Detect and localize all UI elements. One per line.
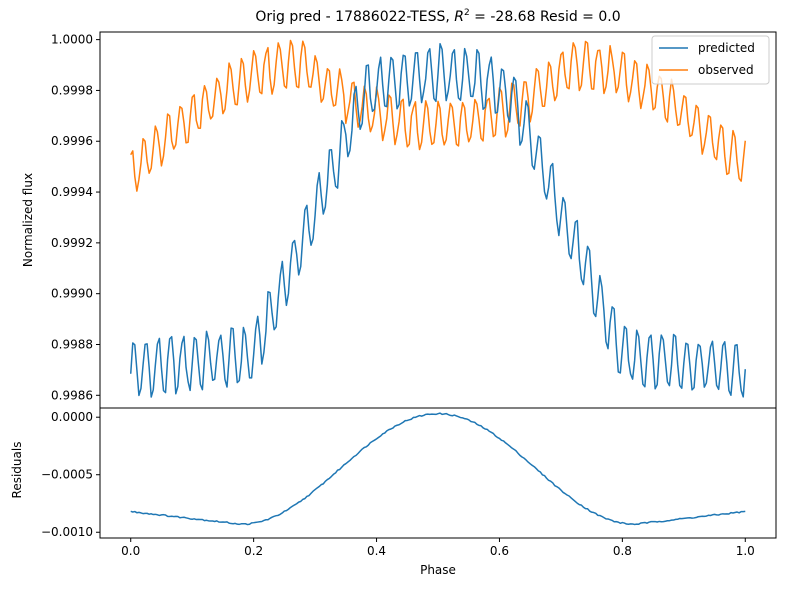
top-axes-frame: [99, 31, 777, 409]
series-residuals-line: [130, 412, 746, 526]
top-ytick-label: 1.0000: [51, 33, 93, 47]
top-series-group: [129, 39, 747, 398]
bottom-ylabel: Residuals: [10, 442, 24, 499]
series-predicted-line: [129, 43, 747, 398]
top-ytick-label: 0.9988: [51, 337, 93, 351]
title-prefix: Orig pred - 17886022-TESS,: [255, 9, 454, 25]
title-r2-sup: 2: [464, 8, 470, 18]
chart-title: Orig pred - 17886022-TESS, R2 = -28.68 R…: [255, 8, 620, 25]
bottom-series-group: [130, 412, 746, 526]
legend-label-predicted: predicted: [698, 41, 755, 55]
top-ytick-label: 0.9992: [51, 236, 93, 250]
bottom-xlabel: Phase: [420, 563, 456, 577]
bottom-ytick-label: −0.0010: [41, 525, 93, 539]
top-ylabel: Normalized flux: [21, 173, 35, 267]
top-ytick-label: 0.9996: [51, 134, 93, 148]
bottom-xtick-label: 0.8: [613, 544, 632, 558]
top-panel: 0.9986 0.9988 0.9990 0.9992 0.9994 0.9996 0.99…: [51, 31, 777, 409]
title-suffix: = -28.68 Resid = 0.0: [470, 9, 621, 25]
bottom-xtick-label: 0.6: [490, 544, 509, 558]
legend: predicted observed: [651, 35, 770, 85]
bottom-xtick-label: 0.4: [367, 544, 386, 558]
series-observed-line: [130, 39, 747, 192]
top-ytick-label: 0.9998: [51, 83, 93, 97]
top-ytick-label: 0.9994: [51, 185, 93, 199]
legend-label-observed: observed: [698, 63, 754, 77]
bottom-panel: −0.0010 −0.0005 0.0000 0.0 0.2 0.4 0.6 0.8 1.0: [41, 407, 777, 558]
bottom-axes-frame: [99, 407, 777, 539]
bottom-xtick-label: 0.0: [121, 544, 140, 558]
bottom-ytick-label: 0.0000: [51, 410, 93, 424]
bottom-xtick-label: 0.2: [244, 544, 263, 558]
title-r2-symbol: R: [454, 9, 464, 25]
top-ytick-label: 0.9986: [51, 388, 93, 402]
bottom-ytick-label: −0.0005: [41, 468, 93, 482]
top-ytick-label: 0.9990: [51, 287, 93, 301]
bottom-xtick-label: 1.0: [736, 544, 755, 558]
